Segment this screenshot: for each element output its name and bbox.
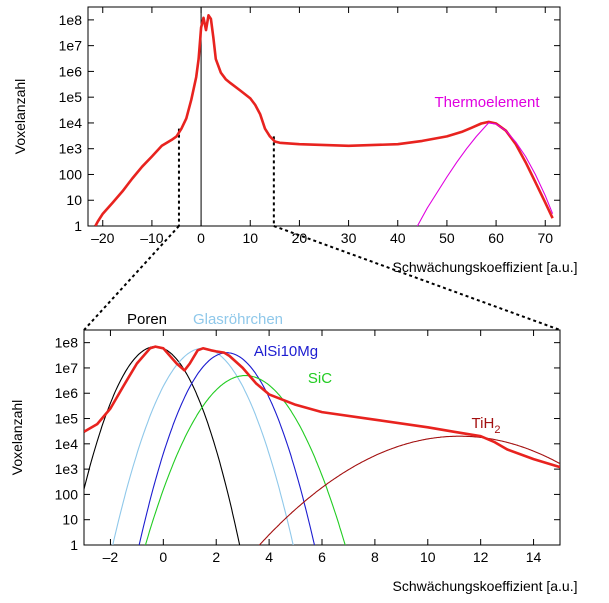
measured-histogram-line bbox=[84, 345, 560, 469]
detail-chart: –2 0 2 4 6 8 10 12 14 1 10 100 1e3 1e4 1e5 1e6 1e7 1e8 Sch… bbox=[9, 311, 577, 594]
series-annotation: Poren bbox=[127, 311, 167, 328]
series-line-sic bbox=[144, 375, 346, 545]
series-annotation: SiC bbox=[308, 370, 332, 387]
x-tick-label: –10 bbox=[140, 230, 164, 246]
measured-histogram-line bbox=[94, 14, 554, 226]
y-tick-label: 1 bbox=[70, 537, 78, 553]
y-axis-label: Voxelanzahl bbox=[12, 79, 28, 155]
y-tick-label: 1e7 bbox=[55, 360, 79, 376]
y-tick-label: 1 bbox=[74, 218, 82, 234]
x-axis-label: Schwächungskoeffizient [a.u.] bbox=[393, 259, 578, 275]
series-annotation: AlSi10Mg bbox=[254, 343, 318, 360]
x-tick-label: 20 bbox=[292, 230, 308, 246]
y-tick-label: 100 bbox=[59, 166, 83, 182]
y-tick-label: 1e4 bbox=[59, 115, 83, 131]
y-tick-label: 1e8 bbox=[55, 335, 79, 351]
y-tick-label: 10 bbox=[66, 192, 82, 208]
series-annotation: TiH2 bbox=[472, 415, 501, 436]
plot-frame bbox=[87, 6, 561, 227]
x-axis-label: Schwächungskoeffizient [a.u.] bbox=[393, 578, 578, 594]
overview-chart: –20 –10 0 10 20 30 40 50 60 70 1 10 100 1e3 1e4 1e5 1e6 1… bbox=[12, 6, 578, 275]
x-tick-label: 0 bbox=[159, 549, 167, 565]
series-line-tih2 bbox=[258, 435, 560, 545]
y-tick-label: 1e7 bbox=[59, 38, 83, 54]
x-tick-label: 6 bbox=[318, 549, 326, 565]
y-tick-label: 1e4 bbox=[55, 436, 79, 452]
x-tick-label: 40 bbox=[390, 230, 406, 246]
x-tick-label: 12 bbox=[473, 549, 489, 565]
x-tick-label: 2 bbox=[212, 549, 220, 565]
series-annotation: Glasröhrchen bbox=[193, 311, 283, 328]
series-line-thermoelement bbox=[416, 122, 554, 226]
x-tick-label: 14 bbox=[526, 549, 542, 565]
zoom-connector-lines bbox=[83, 128, 561, 331]
x-tick-label: –20 bbox=[91, 230, 115, 246]
y-tick-label: 1e5 bbox=[55, 411, 79, 427]
x-tick-label: 50 bbox=[439, 230, 455, 246]
y-tick-label: 1e3 bbox=[59, 141, 83, 157]
y-tick-label: 100 bbox=[55, 486, 79, 502]
y-tick-label: 1e6 bbox=[59, 63, 83, 79]
x-tick-label: 4 bbox=[265, 549, 273, 565]
y-tick-label: 1e6 bbox=[55, 385, 79, 401]
y-tick-label: 10 bbox=[62, 512, 78, 528]
x-tick-label: 10 bbox=[420, 549, 436, 565]
x-tick-label: 60 bbox=[488, 230, 504, 246]
series-line-glasröhrchen bbox=[112, 347, 294, 545]
y-tick-label: 1e3 bbox=[55, 461, 79, 477]
x-tick-label: 10 bbox=[242, 230, 258, 246]
x-tick-label: 70 bbox=[537, 230, 553, 246]
x-tick-label: 8 bbox=[371, 549, 379, 565]
y-tick-label: 1e8 bbox=[59, 12, 83, 28]
series-annotation: Thermoelement bbox=[434, 94, 540, 111]
y-tick-label: 1e5 bbox=[59, 89, 83, 105]
series-line-alsi10mg bbox=[138, 352, 316, 545]
series-line-poren bbox=[84, 346, 241, 545]
y-axis-label: Voxelanzahl bbox=[9, 400, 25, 476]
x-tick-label: –2 bbox=[103, 549, 119, 565]
x-tick-label: 0 bbox=[197, 230, 205, 246]
zoom-connector-line bbox=[273, 225, 561, 331]
x-tick-label: 30 bbox=[341, 230, 357, 246]
